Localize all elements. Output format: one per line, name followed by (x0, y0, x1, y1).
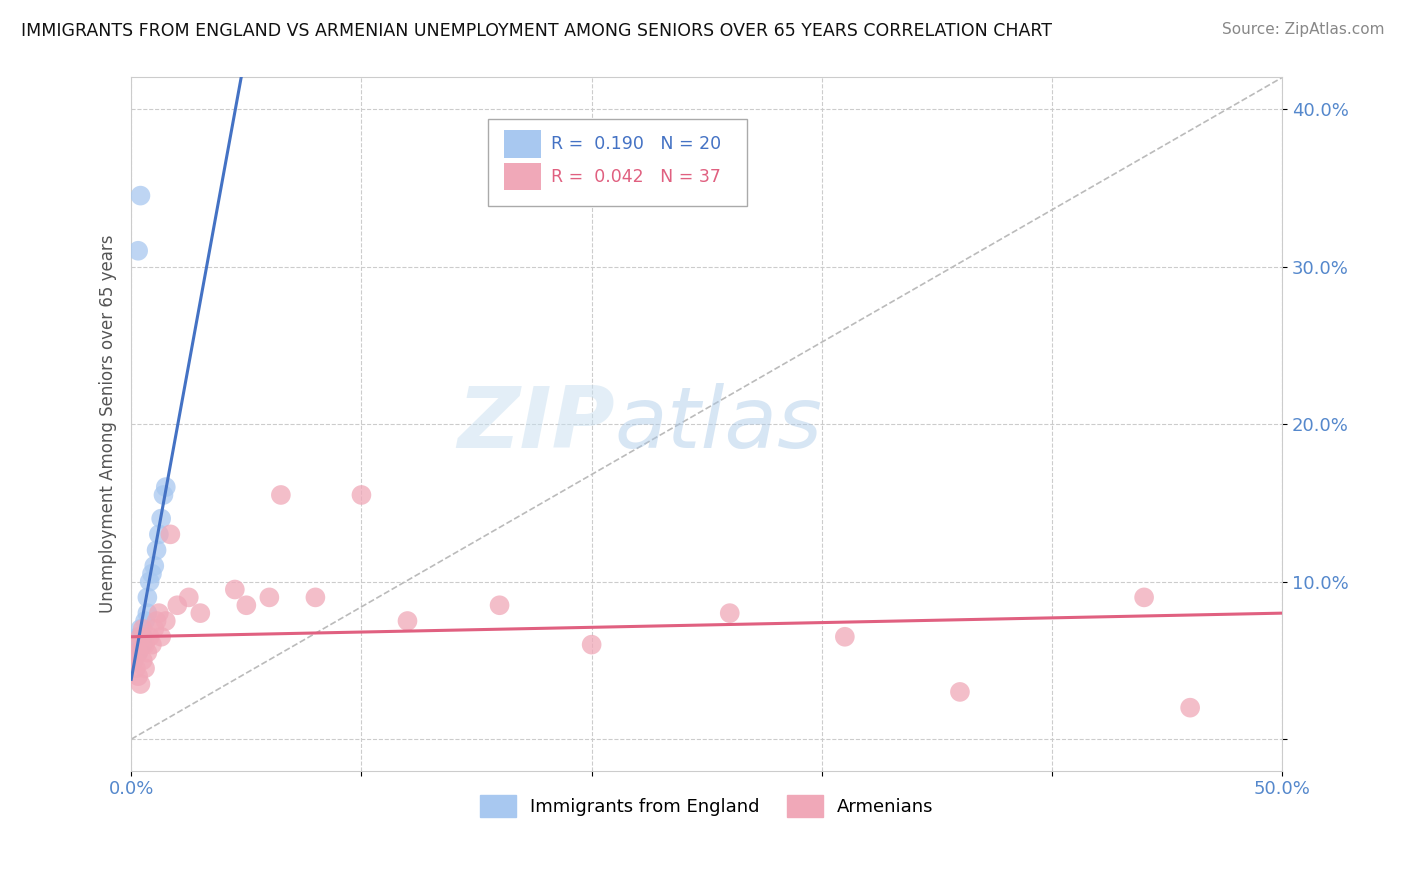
Text: Source: ZipAtlas.com: Source: ZipAtlas.com (1222, 22, 1385, 37)
Point (122, 653, 145, 667)
Point (259, 591, 281, 605)
Point (127, 244, 149, 258)
FancyBboxPatch shape (505, 130, 541, 158)
Point (125, 661, 148, 675)
Point (129, 677, 152, 691)
Point (132, 638, 155, 652)
Point (145, 614, 167, 628)
Point (127, 646, 149, 660)
Point (166, 599, 188, 613)
Point (127, 630, 149, 644)
Point (488, 599, 510, 613)
Point (136, 646, 159, 660)
Point (127, 669, 149, 683)
Point (141, 566, 163, 581)
Point (136, 591, 159, 605)
Point (138, 630, 160, 644)
Point (581, 638, 603, 652)
Point (188, 606, 211, 620)
Point (132, 653, 155, 667)
Point (132, 622, 155, 636)
Point (150, 630, 173, 644)
Point (129, 188, 152, 202)
Text: R =  0.042   N = 37: R = 0.042 N = 37 (551, 168, 721, 186)
Point (141, 638, 163, 652)
Text: IMMIGRANTS FROM ENGLAND VS ARMENIAN UNEMPLOYMENT AMONG SENIORS OVER 65 YEARS COR: IMMIGRANTS FROM ENGLAND VS ARMENIAN UNEM… (21, 22, 1052, 40)
Point (125, 638, 148, 652)
Point (132, 630, 155, 644)
Point (129, 638, 152, 652)
Point (125, 646, 148, 660)
Point (834, 630, 856, 644)
Point (134, 661, 156, 675)
Point (1133, 591, 1156, 605)
Point (129, 622, 152, 636)
Legend: Immigrants from England, Armenians: Immigrants from England, Armenians (472, 788, 941, 824)
Point (396, 614, 419, 628)
Point (134, 638, 156, 652)
Point (148, 527, 170, 541)
Text: ZIP: ZIP (457, 383, 614, 466)
FancyBboxPatch shape (488, 119, 747, 206)
Point (125, 638, 148, 652)
Point (148, 606, 170, 620)
Point (138, 574, 160, 589)
Point (718, 606, 741, 620)
Point (134, 614, 156, 628)
Y-axis label: Unemployment Among Seniors over 65 years: Unemployment Among Seniors over 65 years (100, 235, 117, 614)
Point (350, 488, 373, 502)
Point (145, 543, 167, 558)
Point (127, 646, 149, 660)
Point (122, 653, 145, 667)
Point (177, 591, 200, 605)
Point (136, 606, 159, 620)
Point (304, 591, 326, 605)
Point (152, 488, 174, 502)
Point (1178, 700, 1201, 714)
Text: atlas: atlas (614, 383, 823, 466)
Point (155, 480, 177, 494)
Point (224, 582, 246, 597)
Point (949, 685, 972, 699)
Point (270, 488, 292, 502)
FancyBboxPatch shape (505, 162, 541, 190)
Point (129, 630, 152, 644)
Point (143, 622, 166, 636)
Point (150, 511, 173, 525)
Point (143, 558, 166, 573)
Text: R =  0.190   N = 20: R = 0.190 N = 20 (551, 135, 721, 153)
Point (159, 527, 181, 541)
Point (235, 599, 257, 613)
Point (155, 614, 177, 628)
